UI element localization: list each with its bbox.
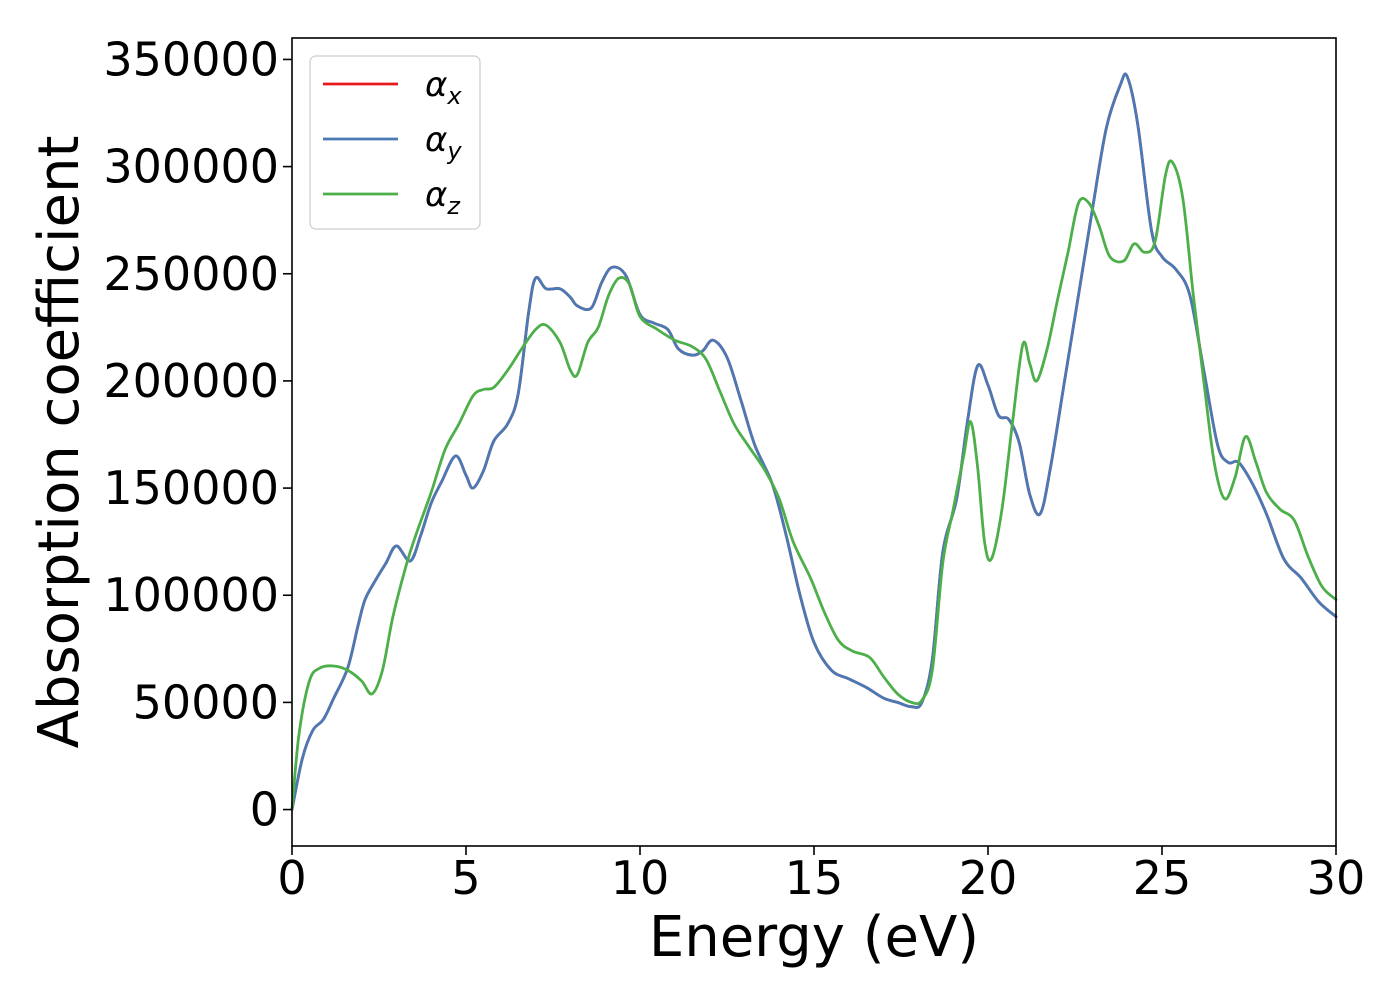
y-tick-label: 150000	[103, 461, 279, 515]
y-tick-label: 50000	[133, 675, 279, 729]
x-tick-label: 25	[1133, 851, 1192, 905]
legend-label-z: αz	[425, 175, 461, 220]
series-line-z	[290, 159, 1338, 811]
y-tick-label: 0	[250, 783, 279, 837]
y-tick-label: 300000	[103, 140, 279, 194]
legend-symbol: α	[425, 175, 447, 215]
x-axis: 0 5 10 15 20 25 30	[277, 846, 1365, 905]
legend-subscript: x	[446, 82, 462, 110]
y-tick-label: 250000	[103, 247, 279, 301]
x-tick-label: 5	[451, 851, 480, 905]
y-tick-label: 350000	[103, 32, 279, 86]
x-tick-label: 30	[1307, 851, 1366, 905]
series-layer	[290, 72, 1338, 811]
legend-label-x: αx	[425, 65, 462, 110]
y-tick-label: 200000	[103, 354, 279, 408]
legend-symbol: α	[425, 65, 447, 105]
y-axis-label: Absorption coefficient	[27, 136, 92, 749]
y-axis: 0 50000 100000 150000 200000 250000 300000 3500…	[103, 32, 292, 837]
x-tick-label: 0	[277, 851, 306, 905]
legend-box	[309, 55, 481, 230]
y-tick-label: 100000	[103, 568, 279, 622]
legend-subscript: z	[446, 192, 461, 220]
x-tick-label: 15	[785, 851, 844, 905]
x-axis-label: Energy (eV)	[649, 905, 979, 970]
legend-label-y: αy	[425, 120, 462, 165]
legend-subscript: y	[446, 137, 462, 165]
x-tick-label: 20	[959, 851, 1018, 905]
x-tick-label: 10	[611, 851, 670, 905]
legend-symbol: α	[425, 120, 447, 160]
series-line-y	[290, 72, 1338, 811]
